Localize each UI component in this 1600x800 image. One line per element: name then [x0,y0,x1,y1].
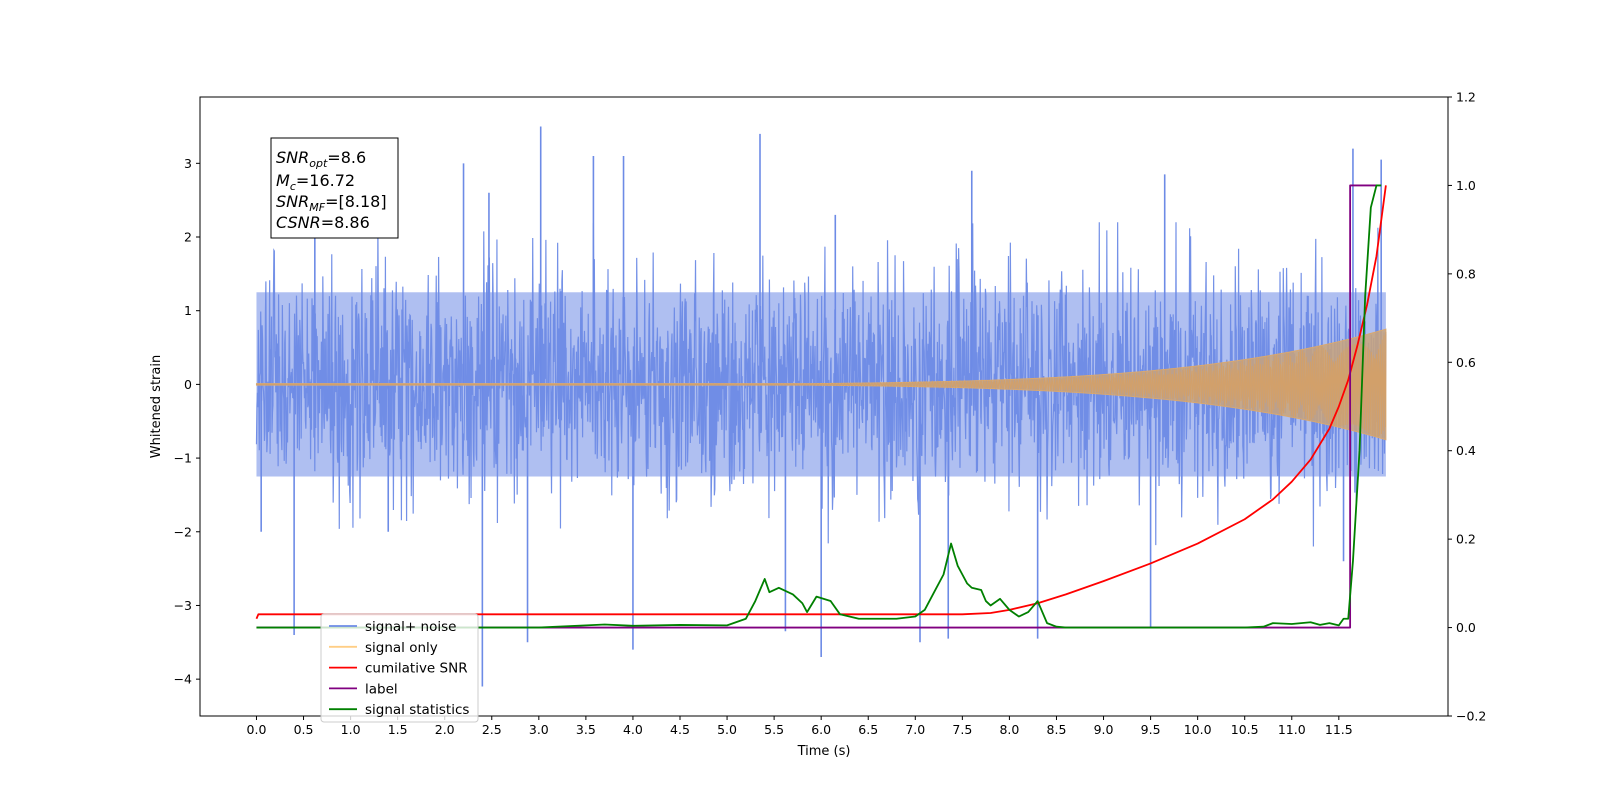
legend-label: signal statistics [365,702,469,718]
y-tick-label: 1 [184,303,192,318]
legend: signal+ noise signal only cumilative SNR la… [320,613,479,723]
x-tick-label: 11.5 [1325,722,1353,737]
x-tick-label: 5.0 [717,722,737,737]
y2-tick-label: 0.6 [1456,355,1476,370]
x-axis-ticks: 0.0 0.5 1.0 1.5 2.0 2.5 3.0 3.5 4.0 4.5 5.0 5.5 6.0 6… [247,716,1353,737]
y-axis-ticks: −4 −3 −2 −1 0 1 2 3 [174,156,200,687]
y-tick-label: −2 [174,524,192,539]
mc-sub: c [290,180,296,193]
y2-tick-label: 0.0 [1456,620,1476,635]
x-tick-label: 4.5 [670,722,690,737]
annotation-mc: Mc=16.72 [276,171,355,193]
snr-mf-sub: MF [309,201,325,214]
legend-label: signal only [365,640,438,656]
snr-opt-base: SNR [276,148,309,167]
series-right-axis [255,184,1387,629]
mc-value: =16.72 [296,171,355,190]
annotation-frame [270,137,399,239]
y2-axis-ticks: −0.2 0.0 0.2 0.4 0.6 0.8 1.0 1.2 [1448,90,1486,724]
chirp-envelope [255,328,1387,441]
legend-label: cumilative SNR [365,661,468,677]
csnr-base: CSNR [276,213,321,232]
x-axis-label: Time (s) [797,744,851,759]
y2-tick-label: 1.2 [1456,90,1476,105]
x-tick-label: 9.5 [1141,722,1161,737]
y-tick-label: −4 [174,672,192,687]
metrics-annotation-box: SNRopt=8.6 Mc=16.72 SNRMF=[8.18] CSNR=8.… [270,137,399,239]
series-line-cumilative-snr [255,185,1387,620]
series-line-label [256,184,1377,629]
y2-tick-label: −0.2 [1456,709,1486,724]
y-tick-label: 2 [184,230,192,245]
x-tick-label: 7.5 [952,722,972,737]
x-tick-label: 9.0 [1094,722,1114,737]
x-tick-label: 0.0 [247,722,267,737]
y2-tick-label: 0.4 [1456,443,1476,458]
x-tick-label: 10.5 [1231,722,1259,737]
y2-tick-label: 0.8 [1456,266,1476,281]
mc-base: M [276,171,290,190]
annotation-csnr: CSNR=8.86 [276,213,370,232]
series-line-signal-statistics [256,184,1382,629]
x-tick-label: 5.5 [764,722,784,737]
x-tick-label: 1.0 [341,722,361,737]
x-tick-label: 2.5 [482,722,502,737]
x-tick-label: 10.0 [1184,722,1212,737]
y-tick-label: 0 [184,377,192,392]
x-tick-label: 8.5 [1047,722,1067,737]
series-signal-only [255,328,1387,441]
x-tick-label: 4.0 [623,722,643,737]
y2-tick-label: 1.0 [1456,178,1476,193]
x-tick-label: 3.0 [529,722,549,737]
y-axis-label: Whitened strain [149,355,164,458]
annotation-snr-mf: SNRMF=[8.18] [276,192,387,214]
snr-opt-value: =8.6 [327,148,366,167]
x-tick-label: 8.0 [999,722,1019,737]
legend-label: signal+ noise [365,619,456,635]
x-tick-label: 7.0 [905,722,925,737]
x-tick-label: 2.0 [435,722,455,737]
snr-mf-value: =[8.18] [325,192,387,211]
snr-mf-base: SNR [276,192,309,211]
plot-frame [199,96,1449,717]
legend-frame [320,613,479,723]
chirp-trace [256,331,1387,437]
legend-label: label [365,681,398,697]
y2-tick-label: 0.2 [1456,532,1476,547]
y-tick-label: 3 [184,156,192,171]
x-tick-label: 0.5 [294,722,314,737]
csnr-value: =8.86 [321,213,370,232]
y-tick-label: −3 [174,598,192,613]
x-tick-label: 11.0 [1278,722,1306,737]
annotation-snr-opt: SNRopt=8.6 [276,148,366,170]
x-tick-label: 6.5 [858,722,878,737]
snr-opt-sub: opt [309,157,328,170]
x-tick-label: 1.5 [388,722,408,737]
legend-items: signal+ noise signal only cumilative SNR la… [329,619,469,718]
x-tick-label: 3.5 [576,722,596,737]
x-tick-label: 6.0 [811,722,831,737]
y-tick-label: −1 [174,451,192,466]
